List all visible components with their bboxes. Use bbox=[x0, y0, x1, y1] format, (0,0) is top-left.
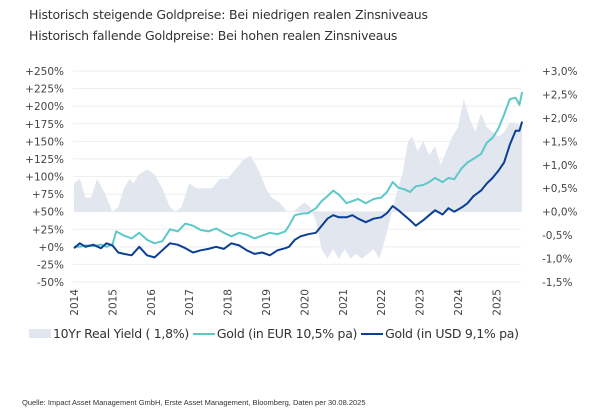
left-axis-tick-label: +50% bbox=[32, 207, 64, 219]
gold-eur-line bbox=[74, 91, 524, 248]
x-axis-tick-label: 2025 bbox=[491, 289, 503, 316]
x-axis-tick-label: 2015 bbox=[107, 289, 119, 316]
right-axis-tick-label: +1,5% bbox=[542, 136, 577, 148]
right-y-axis: +3,0% +2,5% +2,0% +1,5% +1,0% +0,5% +0,0% -0,5%… bbox=[542, 66, 577, 289]
legend-label-real-yield: 10Yr Real Yield ( 1,8%) bbox=[53, 326, 189, 341]
x-axis-tick-label: 2019 bbox=[261, 289, 273, 316]
legend-item-gold-usd: Gold (in USD 9,1% pa) bbox=[361, 326, 519, 341]
legend-item-real-yield: 10Yr Real Yield ( 1,8%) bbox=[29, 326, 189, 341]
x-axis-tick-label: 2022 bbox=[376, 289, 388, 316]
right-axis-tick-label: +2,0% bbox=[542, 113, 577, 125]
left-axis-tick-label: -50% bbox=[37, 277, 64, 289]
right-axis-tick-label: +2,5% bbox=[542, 89, 577, 101]
left-axis-tick-label: +125% bbox=[25, 154, 64, 166]
legend: 10Yr Real Yield ( 1,8%) Gold (in EUR 10,… bbox=[29, 326, 523, 341]
left-axis-tick-label: +150% bbox=[25, 136, 64, 148]
legend-label-gold-usd: Gold (in USD 9,1% pa) bbox=[385, 326, 519, 341]
left-axis-tick-label: +200% bbox=[25, 101, 64, 113]
legend-label-gold-eur: Gold (in EUR 10,5% pa) bbox=[216, 326, 358, 341]
gold-usd-line bbox=[73, 121, 524, 259]
left-axis-tick-label: +75% bbox=[32, 189, 64, 201]
x-axis-tick-label: 2024 bbox=[453, 289, 465, 316]
x-axis-tick-label: 2020 bbox=[299, 289, 311, 316]
x-axis-tick-label: 2018 bbox=[223, 289, 235, 316]
legend-swatch-gold-eur bbox=[192, 332, 215, 335]
x-axis: 2014 2015 2016 2017 2018 2019 2020 2021 2022 2023… bbox=[69, 289, 503, 316]
gold-lines-layer bbox=[73, 91, 524, 259]
chart-title-line-1: Historisch steigende Goldpreise: Bei nie… bbox=[29, 7, 428, 22]
left-axis-tick-label: -25% bbox=[37, 259, 64, 271]
source-note: Quelle: Impact Asset Management GmbH, Er… bbox=[22, 398, 366, 407]
legend-swatch-gold-usd bbox=[361, 332, 384, 335]
right-axis-tick-label: +3,0% bbox=[542, 66, 577, 78]
right-axis-tick-label: +1,0% bbox=[542, 160, 577, 172]
right-axis-tick-label: -1,0% bbox=[542, 254, 572, 266]
legend-swatch-real-yield bbox=[29, 329, 51, 338]
real-yield-area bbox=[74, 99, 523, 259]
right-axis-tick-label: +0,0% bbox=[542, 207, 577, 219]
left-axis-tick-label: +100% bbox=[25, 172, 64, 184]
right-axis-tick-label: +0,5% bbox=[542, 183, 577, 195]
right-axis-tick-label: -0,5% bbox=[542, 230, 572, 242]
legend-item-gold-eur: Gold (in EUR 10,5% pa) bbox=[192, 326, 358, 341]
x-axis-tick-label: 2021 bbox=[338, 289, 350, 316]
x-axis-tick-label: 2016 bbox=[146, 289, 158, 316]
left-axis-tick-label: +250% bbox=[25, 66, 64, 78]
left-axis-tick-label: +25% bbox=[32, 224, 64, 236]
left-axis-tick-label: +225% bbox=[25, 84, 64, 96]
right-axis-tick-label: -1,5% bbox=[542, 277, 572, 289]
x-axis-tick-label: 2023 bbox=[415, 289, 427, 316]
x-axis-tick-label: 2014 bbox=[69, 289, 81, 316]
left-axis-tick-label: +0% bbox=[39, 242, 64, 254]
left-axis-tick-label: +175% bbox=[25, 119, 64, 131]
real-yield-area-layer bbox=[74, 99, 523, 259]
chart-title-line-2: Historisch fallende Goldpreise: Bei hohe… bbox=[29, 28, 398, 43]
left-y-axis: +250% +225% +200% +175% +150% +125% +100% +75% +… bbox=[25, 66, 64, 289]
x-axis-tick-label: 2017 bbox=[184, 289, 196, 316]
